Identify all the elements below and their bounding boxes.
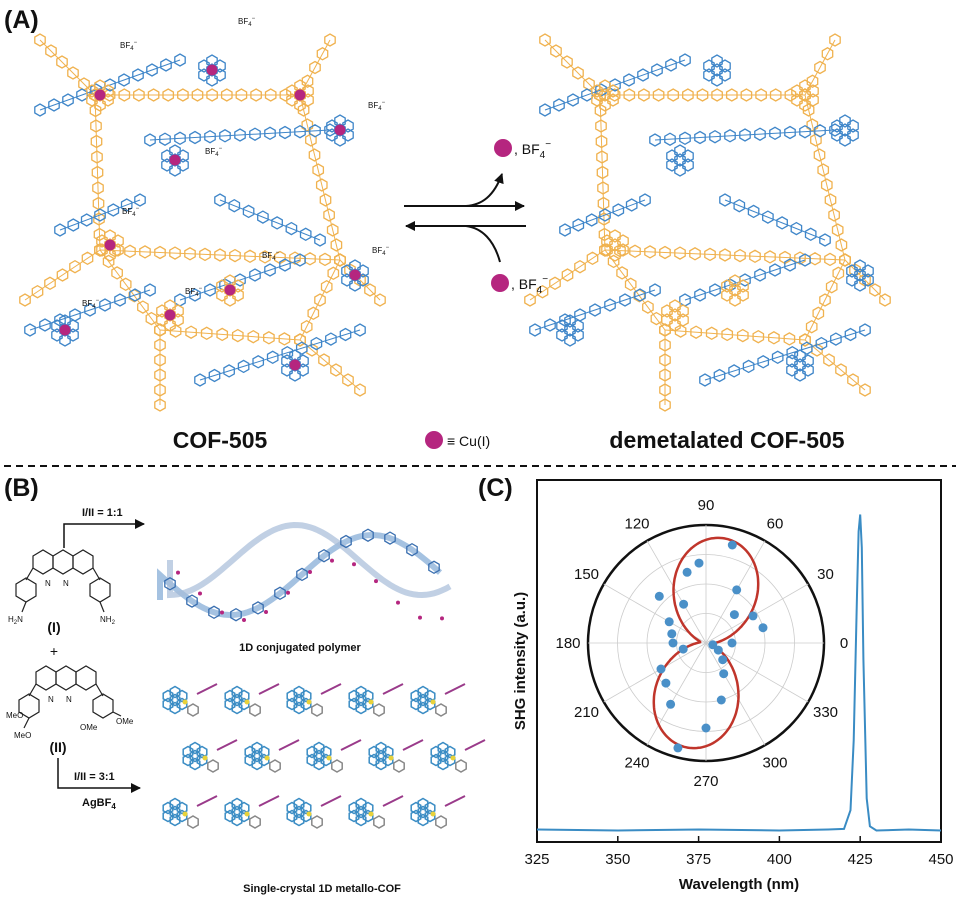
panel-label-a: (A) bbox=[4, 6, 39, 34]
polar-angle-label: 240 bbox=[624, 755, 649, 772]
label-I: (I) bbox=[47, 619, 60, 635]
polar-angle-label: 30 bbox=[817, 566, 834, 583]
x-tick-label: 450 bbox=[928, 851, 953, 868]
bf4-label: BF4− bbox=[120, 40, 138, 52]
x-tick-label: 400 bbox=[767, 851, 792, 868]
polar-angle-label: 150 bbox=[574, 566, 599, 583]
reagent-label: AgBF4 bbox=[82, 797, 116, 811]
nitrogen-label: N bbox=[63, 579, 69, 588]
ratio-bottom: I/II = 3:1 bbox=[74, 771, 115, 783]
metallo-cof-caption: Single-crystal 1D metallo-COF bbox=[243, 883, 401, 895]
nitrogen-label: N bbox=[66, 695, 72, 704]
bf4-label: BF4− bbox=[262, 250, 280, 262]
x-tick-label: 350 bbox=[605, 851, 630, 868]
bf4-label: BF4− bbox=[122, 206, 140, 218]
methoxy-label: MeO bbox=[6, 711, 23, 720]
bf4-label: BF4− bbox=[82, 298, 100, 310]
polar-data-point bbox=[758, 623, 768, 633]
polar-data-point bbox=[682, 567, 692, 577]
cof-505-title: COF-505 bbox=[173, 427, 268, 453]
polar-data-point bbox=[656, 664, 666, 674]
polar-data-point bbox=[678, 644, 688, 654]
panel-label-b: (B) bbox=[4, 474, 39, 502]
bf4-label: BF4− bbox=[368, 100, 386, 112]
polar-angle-label: 270 bbox=[693, 773, 718, 790]
polar-data-point bbox=[729, 610, 739, 620]
amine-left-label: H2N bbox=[8, 615, 23, 626]
ratio-top: I/II = 1:1 bbox=[82, 507, 123, 519]
polar-data-point bbox=[694, 558, 704, 568]
release-arrow bbox=[465, 173, 504, 207]
shg-spectrum-chart: 325 350 375 400 425 450 Wavelength (nm) SHG i… bbox=[512, 479, 954, 893]
polar-angle-label: 90 bbox=[698, 497, 715, 514]
polar-data-point bbox=[732, 585, 742, 595]
polar-fit-curve bbox=[652, 536, 760, 750]
x-axis-ticks: 325 350 375 400 425 450 bbox=[524, 836, 954, 868]
polar-angle-label: 210 bbox=[574, 704, 599, 721]
polar-data-point bbox=[664, 617, 674, 627]
cof-arrow bbox=[57, 758, 141, 793]
polar-data-point bbox=[719, 669, 729, 679]
monomer-I-structure bbox=[15, 549, 111, 613]
uptake-label: , BF4− bbox=[511, 274, 548, 296]
methoxy-label: MeO bbox=[14, 731, 31, 740]
polar-data-point bbox=[727, 638, 737, 648]
amine-right-label: NH2 bbox=[100, 615, 116, 626]
conjugated-polymer-structure bbox=[157, 521, 452, 622]
polar-data-point bbox=[654, 591, 664, 601]
methoxy-right-label: OMe bbox=[116, 717, 134, 726]
uptake-arrow bbox=[465, 225, 501, 263]
nitrogen-label: N bbox=[45, 579, 51, 588]
cu-ion-sphere bbox=[491, 274, 509, 292]
polar-angle-label: 120 bbox=[624, 516, 649, 533]
polar-data-point bbox=[713, 645, 723, 655]
polar-data-point bbox=[718, 655, 728, 665]
demetalated-cof-title: demetalated COF-505 bbox=[609, 427, 844, 453]
panel-label-c: (C) bbox=[478, 474, 513, 502]
polymer-arrow bbox=[63, 519, 145, 548]
cu-legend-label: ≡ Cu(I) bbox=[447, 433, 490, 449]
nitrogen-label: N bbox=[48, 695, 54, 704]
polar-angle-label: 330 bbox=[813, 704, 838, 721]
demetalated-cof-505-framework bbox=[524, 33, 891, 412]
x-axis-title: Wavelength (nm) bbox=[679, 876, 799, 893]
polar-angle-label: 60 bbox=[767, 516, 784, 533]
bf4-label: BF4− bbox=[185, 286, 203, 298]
release-label: , BF4− bbox=[514, 139, 551, 161]
x-tick-label: 375 bbox=[686, 851, 711, 868]
metallo-cof-structure bbox=[162, 683, 486, 829]
polar-data-point bbox=[727, 540, 737, 550]
cu-ion-sphere bbox=[494, 139, 512, 157]
spectrum-line bbox=[536, 514, 942, 832]
polar-angle-label: 300 bbox=[762, 755, 787, 772]
monomer-II-structure bbox=[18, 665, 122, 729]
polar-angle-label: 180 bbox=[555, 635, 580, 652]
plus-sign: + bbox=[50, 643, 58, 659]
polar-data-point bbox=[666, 699, 676, 709]
bf4-label: BF4− bbox=[372, 245, 390, 257]
polar-data-point bbox=[668, 638, 678, 648]
reversible-reaction-arrows bbox=[404, 173, 526, 263]
polar-data-point bbox=[701, 723, 711, 733]
x-tick-label: 425 bbox=[848, 851, 873, 868]
polar-data-point bbox=[748, 611, 758, 621]
polar-data-point bbox=[667, 629, 677, 639]
polar-data-point bbox=[716, 695, 726, 705]
polar-angle-label: 0 bbox=[840, 635, 848, 652]
cu-legend-sphere bbox=[425, 431, 443, 449]
cof-505-framework: BF4− BF4− BF4− BF4− BF4− BF4− BF4− BF4− BF4− bbox=[19, 16, 390, 412]
x-tick-label: 325 bbox=[524, 851, 549, 868]
polar-data-point bbox=[661, 678, 671, 688]
polar-data-point bbox=[673, 743, 683, 753]
bf4-label: BF4− bbox=[238, 16, 256, 28]
polymer-caption: 1D conjugated polymer bbox=[239, 642, 361, 654]
methoxy-right-label: OMe bbox=[80, 723, 98, 732]
polar-inset: 0 30 60 90 120 150 180 210 240 270 300 330 bbox=[555, 497, 848, 790]
label-II: (II) bbox=[49, 739, 66, 755]
bf4-label: BF4− bbox=[205, 146, 223, 158]
polar-data-point bbox=[679, 599, 689, 609]
y-axis-title: SHG intensity (a.u.) bbox=[512, 592, 529, 730]
